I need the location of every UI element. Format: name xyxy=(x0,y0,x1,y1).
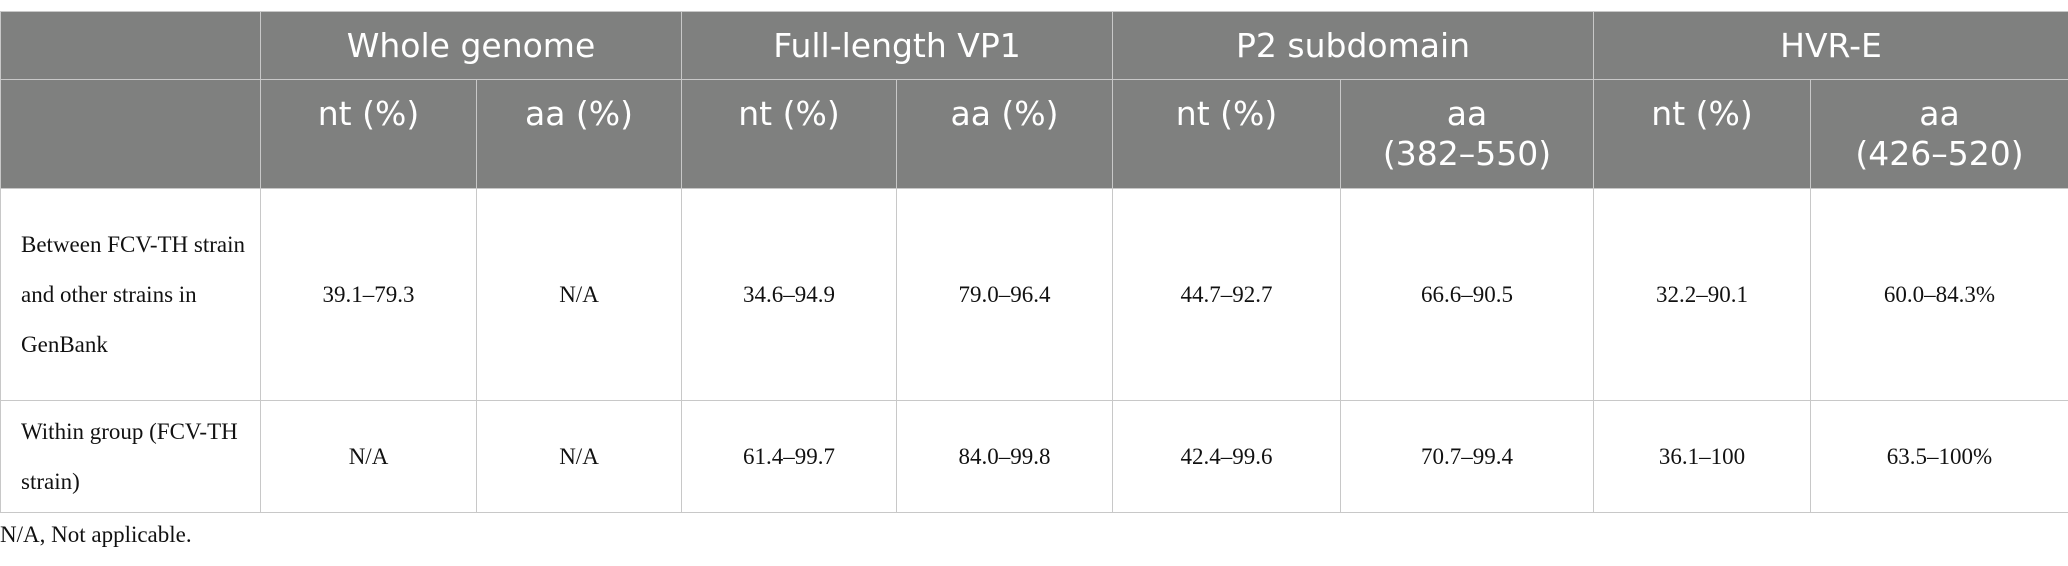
cell: 32.2–90.1 xyxy=(1593,188,1812,401)
subheader: nt (%) xyxy=(1593,79,1812,189)
cell: 39.1–79.3 xyxy=(260,188,477,401)
header-row: Whole genome Full-length VP1 P2 subdomain H… xyxy=(0,11,2068,80)
corner-cell xyxy=(0,11,261,80)
cell: 60.0–84.3% xyxy=(1810,188,2068,401)
cell: 70.7–99.4 xyxy=(1340,400,1595,513)
subheader: aa (%) xyxy=(895,79,1114,189)
table-row: Within group (FCV-TH strain) N/A N/A 61.4–9… xyxy=(0,400,2068,513)
subheader: aa (426–520) xyxy=(1810,79,2068,189)
cell: N/A xyxy=(476,400,682,513)
subheader: aa (382–550) xyxy=(1340,79,1595,189)
group-header: Whole genome xyxy=(260,11,682,80)
cell: 66.6–90.5 xyxy=(1340,188,1595,401)
cell: N/A xyxy=(476,188,682,401)
group-header: Full-length VP1 xyxy=(680,11,1114,80)
subheader: nt (%) xyxy=(1112,79,1342,189)
table-header: Whole genome Full-length VP1 P2 subdomain H… xyxy=(0,11,2068,189)
group-header: HVR-E xyxy=(1593,11,2068,80)
cell: 61.4–99.7 xyxy=(681,400,897,513)
cell: 79.0–96.4 xyxy=(895,188,1114,401)
row-label: Within group (FCV-TH strain) xyxy=(0,400,261,513)
cell: 42.4–99.6 xyxy=(1112,400,1342,513)
cell: 34.6–94.9 xyxy=(681,188,897,401)
subheader: nt (%) xyxy=(681,79,897,189)
table-row: Between FCV-TH strain and other strains … xyxy=(0,188,2068,401)
corner-cell xyxy=(0,79,261,189)
subheader: aa (%) xyxy=(476,79,682,189)
cell: 84.0–99.8 xyxy=(895,400,1114,513)
table-container: Whole genome Full-length VP1 P2 subdomain H… xyxy=(0,11,2068,513)
cell: 36.1–100 xyxy=(1593,400,1812,513)
subheader: nt (%) xyxy=(260,79,477,189)
table: Whole genome Full-length VP1 P2 subdomain H… xyxy=(0,11,2068,513)
cell: N/A xyxy=(260,400,477,513)
group-header: P2 subdomain xyxy=(1112,11,1595,80)
cell: 44.7–92.7 xyxy=(1112,188,1342,401)
subheader-row: nt (%) aa (%) nt (%) aa (%) nt (%) aa (382–55… xyxy=(0,79,2068,189)
cell: 63.5–100% xyxy=(1810,400,2068,513)
row-label: Between FCV-TH strain and other strains … xyxy=(0,188,261,401)
footnote: N/A, Not applicable. xyxy=(0,522,192,547)
table-body: Between FCV-TH strain and other strains … xyxy=(0,188,2068,513)
